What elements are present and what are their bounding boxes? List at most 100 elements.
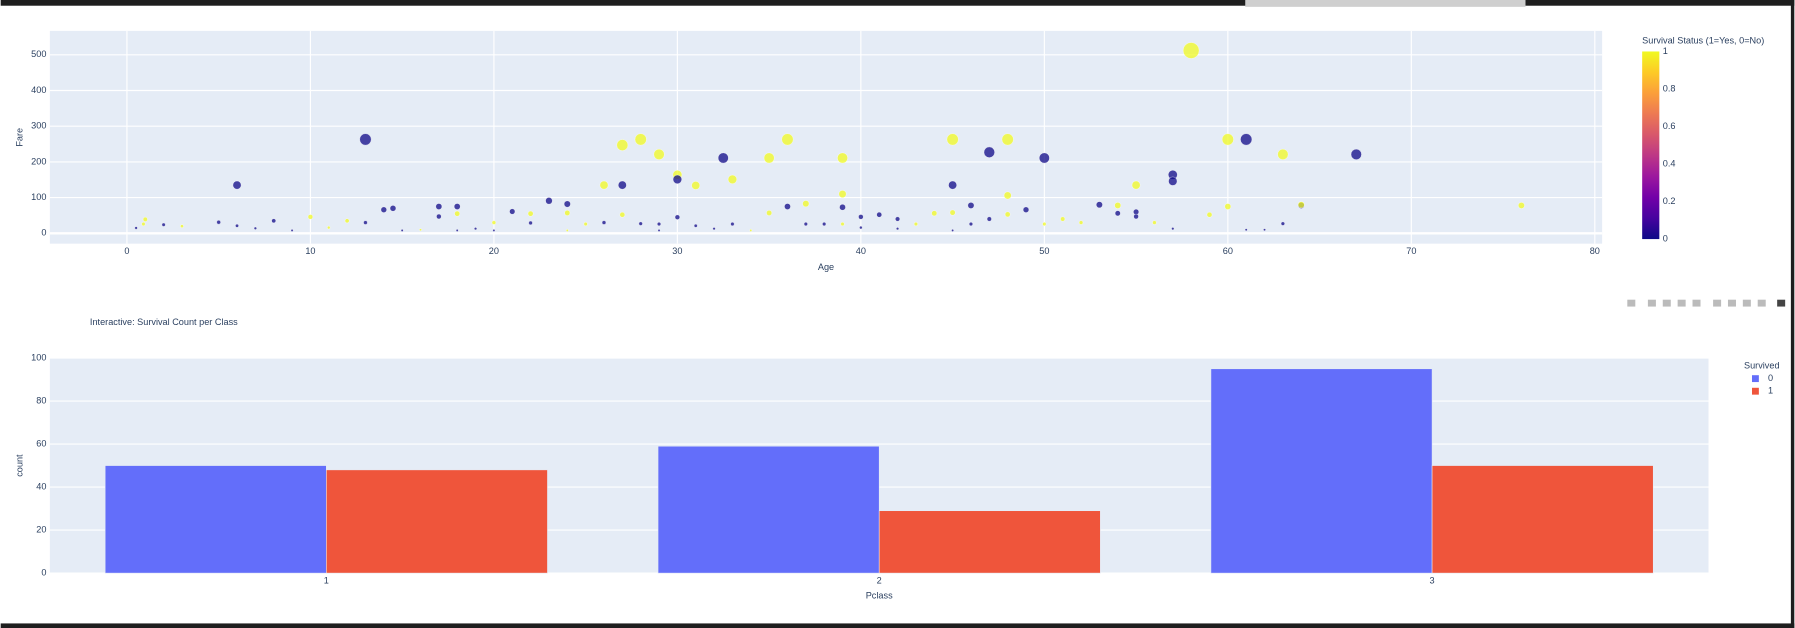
point — [781, 133, 794, 146]
point — [1518, 202, 1525, 209]
modebar-button[interactable] — [1713, 299, 1722, 307]
y-tick-label: 100 — [31, 352, 46, 362]
point — [563, 200, 571, 208]
point — [363, 220, 368, 225]
modebar-button[interactable] — [1662, 299, 1671, 307]
point — [1280, 221, 1285, 226]
y-tick-label: 500 — [31, 49, 46, 59]
point — [232, 180, 242, 190]
point — [1114, 202, 1122, 209]
x-tick-label: 60 — [1223, 246, 1233, 256]
point — [838, 190, 847, 198]
modebar[interactable] — [1627, 299, 1786, 307]
point — [803, 222, 808, 226]
point — [913, 222, 918, 226]
bottom-bar — [0, 623, 1795, 628]
point — [527, 210, 534, 217]
x-tick-label: 2 — [877, 576, 882, 586]
modebar-button[interactable] — [1677, 299, 1686, 307]
point — [822, 222, 827, 226]
point — [380, 206, 387, 213]
modebar-button[interactable] — [1627, 299, 1636, 307]
y-tick-label: 80 — [36, 395, 46, 405]
colorbar-tick-label: 0.6 — [1663, 121, 1676, 131]
point — [134, 226, 138, 230]
colorbar-tick-label: 0.4 — [1663, 158, 1676, 168]
top-bar — [0, 0, 1795, 6]
point — [253, 226, 257, 230]
colorbar-tick-label: 0.2 — [1663, 196, 1676, 206]
x-tick-label: 80 — [1590, 246, 1600, 256]
y-tick-label: 300 — [31, 121, 46, 131]
shadow — [1245, 0, 1526, 7]
modebar-button[interactable] — [1727, 299, 1736, 307]
x-tick-label: 20 — [489, 246, 499, 256]
point — [327, 225, 331, 230]
x-tick-label: 50 — [1039, 246, 1049, 256]
point — [1022, 206, 1030, 213]
x-tick-label: 40 — [856, 246, 866, 256]
point — [474, 227, 478, 231]
point — [986, 216, 992, 222]
point — [619, 212, 626, 218]
bar — [1210, 368, 1433, 574]
point — [1078, 220, 1084, 225]
y-tick-label: 0 — [41, 228, 46, 238]
point — [946, 133, 959, 146]
point — [435, 203, 443, 210]
point — [307, 214, 313, 220]
point — [271, 218, 276, 224]
colorbar — [1642, 51, 1660, 240]
x-axis-title: Pclass — [866, 590, 893, 600]
point — [967, 202, 975, 209]
point — [802, 200, 810, 208]
y-tick-label: 60 — [36, 438, 46, 448]
bar — [657, 445, 880, 574]
y-tick-label: 400 — [31, 85, 46, 95]
point — [1003, 191, 1012, 200]
x-tick-label: 70 — [1406, 246, 1416, 256]
point — [837, 152, 848, 164]
modebar-button[interactable] — [1777, 299, 1786, 307]
legend-swatch — [1751, 375, 1759, 383]
legend-title: Survived — [1744, 360, 1780, 370]
point — [1182, 42, 1200, 59]
point — [389, 205, 397, 212]
point — [1240, 133, 1253, 146]
point — [564, 210, 571, 216]
point — [528, 220, 533, 226]
right-edge — [1790, 0, 1795, 628]
point — [344, 218, 350, 224]
modebar-button[interactable] — [1757, 299, 1766, 307]
point — [1263, 228, 1266, 232]
bar — [878, 510, 1101, 574]
point — [1004, 211, 1011, 218]
colorbar-tick-label: 1 — [1663, 46, 1668, 56]
point — [1168, 176, 1178, 186]
y-tick-label: 20 — [36, 525, 46, 535]
point — [766, 210, 772, 216]
point — [1131, 180, 1141, 190]
y-axis-title: count — [15, 454, 25, 477]
point — [141, 222, 146, 226]
point — [1350, 148, 1362, 160]
modebar-button[interactable] — [1647, 299, 1656, 307]
point — [951, 229, 954, 232]
point — [436, 213, 442, 220]
point — [616, 139, 629, 151]
point — [400, 229, 404, 232]
point — [638, 221, 643, 226]
modebar-button[interactable] — [1742, 299, 1751, 307]
bar — [1431, 465, 1654, 574]
modebar-button[interactable] — [1692, 299, 1701, 307]
point — [453, 203, 461, 210]
point — [859, 225, 863, 230]
point — [1277, 148, 1289, 160]
point — [657, 222, 662, 226]
point — [180, 224, 184, 228]
point — [419, 228, 422, 232]
point — [1060, 216, 1066, 222]
legend-label: 0 — [1768, 373, 1773, 383]
point — [1096, 201, 1103, 209]
